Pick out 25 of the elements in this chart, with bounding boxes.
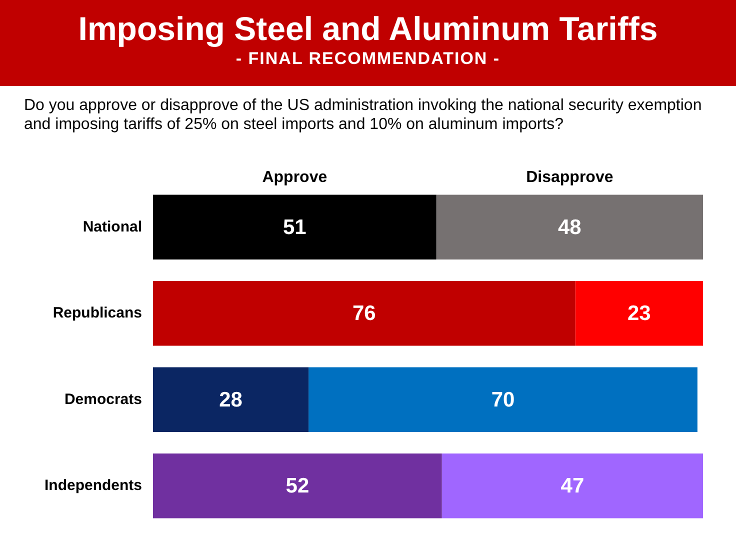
bar <box>153 281 576 346</box>
data-label: 70 <box>491 388 515 412</box>
bar <box>153 454 442 518</box>
data-label: 28 <box>219 388 243 412</box>
data-label: 51 <box>282 216 307 239</box>
y-tick-label: National <box>82 218 142 236</box>
y-tick-label: Democrats <box>64 390 142 408</box>
bar <box>436 194 703 260</box>
chart-title: Imposing Steel and Aluminum Tariffs <box>77 10 659 48</box>
data-label: 23 <box>627 302 651 326</box>
series-label: Approve <box>262 169 328 186</box>
chart-subtitle: - FINAL RECOMMENDATION - <box>234 48 502 70</box>
bar <box>442 454 703 518</box>
data-label: 47 <box>560 474 584 498</box>
series-label: Disapprove <box>526 169 614 186</box>
data-label: 52 <box>286 474 310 498</box>
data-label: 48 <box>558 216 582 239</box>
text: Do you approve or disapprove of the US administration invoking the national security exemption and imposing tariffs of 25% on steel imports and 10% on aluminum imports? <box>23 96 703 135</box>
y-tick-label: Republicans <box>52 304 142 322</box>
data-label: 76 <box>352 302 376 326</box>
bar <box>153 367 309 432</box>
y-tick-label: Independents <box>44 477 142 494</box>
bar <box>153 194 436 260</box>
bar <box>575 281 703 346</box>
bar <box>308 367 698 432</box>
